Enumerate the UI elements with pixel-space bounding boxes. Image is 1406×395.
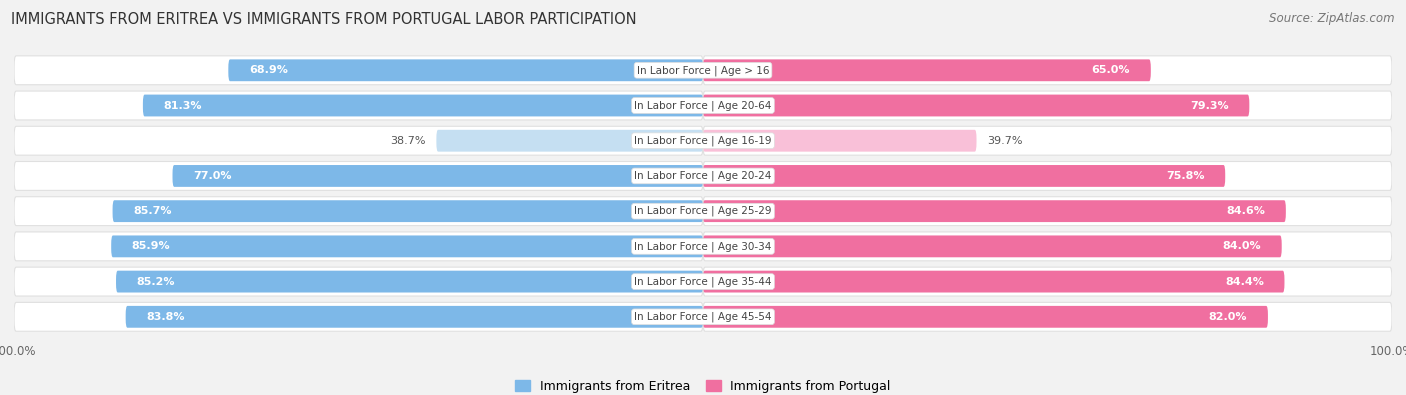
Text: 65.0%: 65.0% xyxy=(1091,65,1130,75)
FancyBboxPatch shape xyxy=(703,126,1392,155)
FancyBboxPatch shape xyxy=(173,165,703,187)
FancyBboxPatch shape xyxy=(111,235,703,257)
Text: 77.0%: 77.0% xyxy=(193,171,232,181)
Text: In Labor Force | Age 45-54: In Labor Force | Age 45-54 xyxy=(634,312,772,322)
FancyBboxPatch shape xyxy=(703,56,1392,85)
Text: 85.9%: 85.9% xyxy=(132,241,170,251)
Text: In Labor Force | Age 20-64: In Labor Force | Age 20-64 xyxy=(634,100,772,111)
Text: 85.7%: 85.7% xyxy=(134,206,172,216)
Text: 84.6%: 84.6% xyxy=(1226,206,1265,216)
FancyBboxPatch shape xyxy=(703,197,1392,226)
Text: 81.3%: 81.3% xyxy=(163,100,202,111)
FancyBboxPatch shape xyxy=(703,59,1152,81)
Text: 83.8%: 83.8% xyxy=(146,312,184,322)
FancyBboxPatch shape xyxy=(703,271,1285,293)
FancyBboxPatch shape xyxy=(703,162,1392,190)
FancyBboxPatch shape xyxy=(117,271,703,293)
FancyBboxPatch shape xyxy=(14,162,703,190)
Legend: Immigrants from Eritrea, Immigrants from Portugal: Immigrants from Eritrea, Immigrants from… xyxy=(510,375,896,395)
FancyBboxPatch shape xyxy=(436,130,703,152)
Text: 68.9%: 68.9% xyxy=(249,65,288,75)
Text: In Labor Force | Age 20-24: In Labor Force | Age 20-24 xyxy=(634,171,772,181)
FancyBboxPatch shape xyxy=(703,91,1392,120)
FancyBboxPatch shape xyxy=(228,59,703,81)
Text: 79.3%: 79.3% xyxy=(1189,100,1229,111)
Text: 39.7%: 39.7% xyxy=(987,136,1022,146)
FancyBboxPatch shape xyxy=(703,165,1225,187)
Text: 75.8%: 75.8% xyxy=(1166,171,1205,181)
FancyBboxPatch shape xyxy=(14,126,703,155)
FancyBboxPatch shape xyxy=(14,91,703,120)
Text: In Labor Force | Age 25-29: In Labor Force | Age 25-29 xyxy=(634,206,772,216)
FancyBboxPatch shape xyxy=(703,232,1392,261)
FancyBboxPatch shape xyxy=(703,306,1268,328)
FancyBboxPatch shape xyxy=(703,235,1282,257)
FancyBboxPatch shape xyxy=(703,200,1286,222)
Text: In Labor Force | Age 35-44: In Labor Force | Age 35-44 xyxy=(634,276,772,287)
FancyBboxPatch shape xyxy=(14,197,703,226)
Text: In Labor Force | Age 30-34: In Labor Force | Age 30-34 xyxy=(634,241,772,252)
Text: 85.2%: 85.2% xyxy=(136,276,176,287)
Text: 82.0%: 82.0% xyxy=(1209,312,1247,322)
FancyBboxPatch shape xyxy=(143,94,703,117)
FancyBboxPatch shape xyxy=(703,94,1250,117)
FancyBboxPatch shape xyxy=(125,306,703,328)
FancyBboxPatch shape xyxy=(14,232,703,261)
FancyBboxPatch shape xyxy=(14,56,703,85)
Text: In Labor Force | Age > 16: In Labor Force | Age > 16 xyxy=(637,65,769,75)
FancyBboxPatch shape xyxy=(703,267,1392,296)
Text: 84.0%: 84.0% xyxy=(1222,241,1261,251)
FancyBboxPatch shape xyxy=(703,302,1392,331)
FancyBboxPatch shape xyxy=(14,267,703,296)
Text: 84.4%: 84.4% xyxy=(1225,276,1264,287)
Text: IMMIGRANTS FROM ERITREA VS IMMIGRANTS FROM PORTUGAL LABOR PARTICIPATION: IMMIGRANTS FROM ERITREA VS IMMIGRANTS FR… xyxy=(11,12,637,27)
Text: In Labor Force | Age 16-19: In Labor Force | Age 16-19 xyxy=(634,135,772,146)
FancyBboxPatch shape xyxy=(112,200,703,222)
FancyBboxPatch shape xyxy=(14,302,703,331)
Text: Source: ZipAtlas.com: Source: ZipAtlas.com xyxy=(1270,12,1395,25)
Text: 38.7%: 38.7% xyxy=(391,136,426,146)
FancyBboxPatch shape xyxy=(703,130,977,152)
